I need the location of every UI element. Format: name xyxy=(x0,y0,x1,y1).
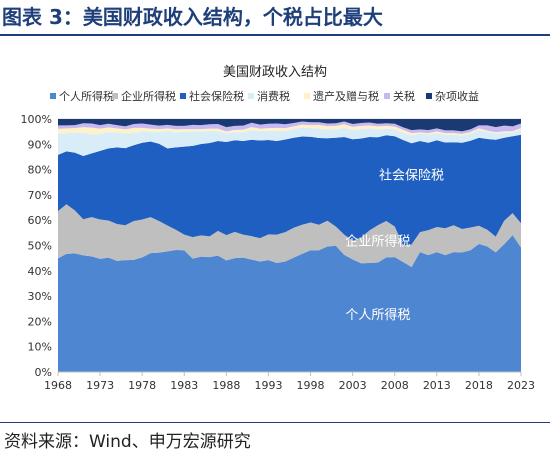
legend: 个人所得税 企业所得税 社会保险税 消费税 遗产及赠与税 关税 杂项收益 xyxy=(50,89,479,103)
source-rule xyxy=(0,422,550,423)
legend-label: 关税 xyxy=(393,89,415,103)
stacked-area-chart: 美国财政收入结构 个人所得税 企业所得税 社会保险税 消费税 遗产及赠与税 关税 杂项收益 … xyxy=(21,65,535,392)
x-tick-label: 1983 xyxy=(170,379,198,392)
y-tick-label: 70% xyxy=(28,189,52,202)
area-series xyxy=(58,121,521,134)
area-series xyxy=(58,204,521,267)
y-tick-label: 90% xyxy=(28,138,52,151)
legend-swatch xyxy=(304,93,310,99)
legend-label: 消费税 xyxy=(257,89,290,103)
area-series xyxy=(58,235,521,372)
area-annotation: 企业所得税 xyxy=(345,234,410,250)
chart-title: 美国财政收入结构 xyxy=(223,65,327,80)
area-series xyxy=(58,127,521,156)
legend-label: 个人所得税 xyxy=(59,89,114,103)
x-tick-label: 1988 xyxy=(212,379,240,392)
y-tick-label: 20% xyxy=(28,315,52,328)
areas xyxy=(58,119,521,372)
y-tick-label: 80% xyxy=(28,164,52,177)
area-annotation: 个人所得税 xyxy=(345,307,410,323)
area-series xyxy=(58,119,521,132)
legend-swatch xyxy=(112,93,118,99)
legend-label: 杂项收益 xyxy=(435,89,479,103)
legend-swatch xyxy=(50,93,56,99)
area-series xyxy=(58,124,521,136)
x-axis: 1968 1973 1978 1983 1988 1993 1998 2003 2008 2013… xyxy=(44,371,535,392)
y-tick-label: 100% xyxy=(21,113,52,126)
x-tick-label: 1978 xyxy=(128,379,156,392)
legend-swatch xyxy=(180,93,186,99)
x-tick-label: 1998 xyxy=(297,379,325,392)
x-tick-label: 1968 xyxy=(44,379,72,392)
figure-title: 图表 3：美国财政收入结构，个税占比最大 xyxy=(2,5,383,29)
source-note: 资料来源：Wind、申万宏源研究 xyxy=(4,432,251,452)
x-tick-label: 1993 xyxy=(254,379,282,392)
legend-label: 社会保险税 xyxy=(189,89,244,103)
x-tick-label: 2023 xyxy=(507,379,535,392)
y-tick-label: 60% xyxy=(28,214,52,227)
legend-label: 企业所得税 xyxy=(121,89,176,103)
y-tick-label: 50% xyxy=(28,240,52,253)
chart-container: 美国财政收入结构 个人所得税 企业所得税 社会保险税 消费税 遗产及赠与税 关税 杂项收益 … xyxy=(0,40,550,402)
x-tick-label: 2018 xyxy=(465,379,493,392)
x-tick-label: 2013 xyxy=(423,379,451,392)
x-tick-label: 2008 xyxy=(381,379,409,392)
legend-swatch xyxy=(384,93,390,99)
y-tick-label: 10% xyxy=(28,341,52,354)
x-tick-label: 2003 xyxy=(339,379,367,392)
y-axis: 0% 10% 20% 30% 40% 50% 60% 70% 80% 90% 100% xyxy=(21,113,52,379)
x-tick-label: 1973 xyxy=(86,379,114,392)
legend-swatch xyxy=(426,93,432,99)
y-tick-label: 0% xyxy=(35,366,52,379)
y-tick-label: 40% xyxy=(28,265,52,278)
area-series xyxy=(58,134,521,246)
legend-swatch xyxy=(248,93,254,99)
title-rule xyxy=(0,34,550,36)
legend-label: 遗产及赠与税 xyxy=(313,89,379,103)
y-tick-label: 30% xyxy=(28,290,52,303)
area-annotation: 社会保险税 xyxy=(379,168,444,184)
